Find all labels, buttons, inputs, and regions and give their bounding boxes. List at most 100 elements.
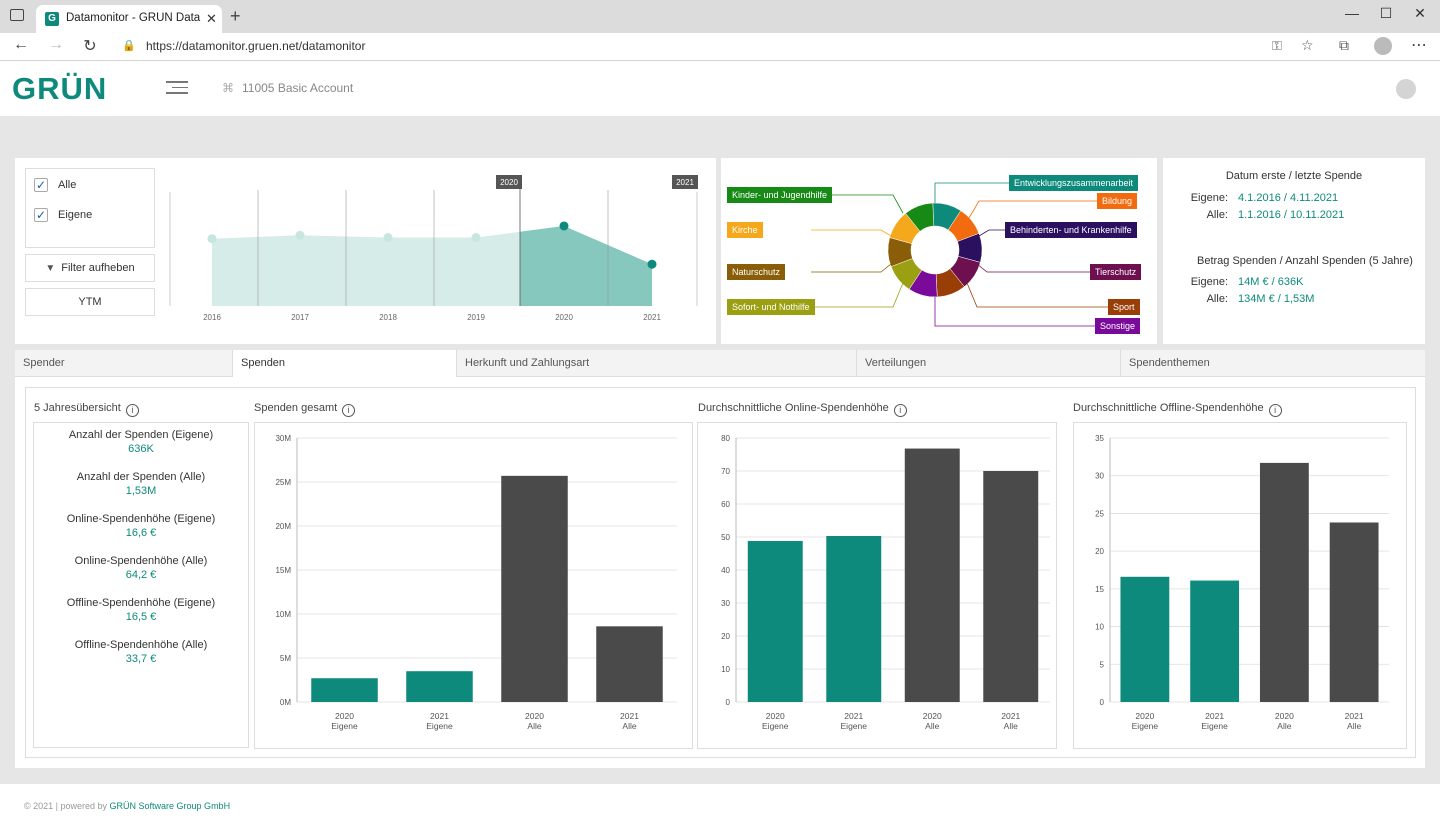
label-behinderten[interactable]: Behinderten- und Krankenhilfe — [1005, 222, 1137, 238]
donut-leader-line — [968, 200, 1097, 219]
hamburger-menu-icon[interactable] — [166, 81, 188, 95]
maximize-icon[interactable]: ☐ — [1379, 5, 1393, 21]
y-tick-label: 30M — [275, 434, 291, 443]
bar-chart-total[interactable]: 0M5M10M15M20M25M30M2020Eigene2021Eigene2… — [254, 422, 693, 749]
tab-herkunft[interactable]: Herkunft und Zahlungsart — [457, 350, 857, 377]
bar-chart-offline[interactable]: 051015202530352020Eigene2021Eigene2020Al… — [1073, 422, 1407, 749]
label-sport[interactable]: Sport — [1108, 299, 1140, 315]
minimize-icon[interactable]: — — [1345, 5, 1359, 21]
logo[interactable]: GRÜN — [12, 71, 108, 106]
x-tick-label: Eigene — [331, 721, 358, 731]
close-window-icon[interactable]: ✕ — [1414, 5, 1426, 21]
x-tick-label: 2020 — [766, 711, 785, 721]
forward-icon[interactable]: → — [48, 36, 64, 53]
timeline-year-label: 2019 — [467, 313, 485, 322]
topics-donut-chart[interactable] — [721, 158, 1157, 344]
collections-icon[interactable]: ⧉ — [1339, 37, 1349, 53]
amount-value-eigene: 14M € / 636K — [1238, 276, 1304, 288]
y-tick-label: 15M — [275, 566, 291, 575]
label-sofort[interactable]: Sofort- und Nothilfe — [727, 299, 815, 315]
range-flag-start-label: 2020 — [500, 178, 518, 187]
x-tick-label: Alle — [1277, 721, 1291, 731]
y-tick-label: 0 — [1100, 698, 1105, 707]
y-tick-label: 5M — [280, 654, 291, 663]
info-icon[interactable]: i — [1268, 404, 1282, 417]
checkbox-alle[interactable]: ✓ — [34, 178, 48, 192]
favorite-star-icon[interactable]: ☆ — [1301, 37, 1314, 53]
key-icon[interactable]: ⚿ — [1272, 38, 1282, 53]
bar-chart-online[interactable]: 010203040506070802020Eigene2021Eigene202… — [697, 422, 1057, 749]
label-sonstige[interactable]: Sonstige — [1095, 318, 1141, 334]
timeline-chart[interactable]: 2016 2017 2018 2019 2020 2021 2020 2021 — [162, 170, 710, 330]
tab-spender[interactable]: Spender — [15, 350, 233, 377]
overview-title-text: 5 Jahresübersicht — [34, 402, 121, 414]
x-tick-label: 2021 — [1001, 711, 1020, 721]
timeline-point — [471, 233, 481, 243]
reload-icon[interactable]: ↻ — [83, 38, 97, 55]
new-tab-icon[interactable]: + — [230, 6, 241, 26]
y-tick-label: 10 — [1095, 623, 1104, 632]
range-flag-end — [672, 175, 698, 189]
tab-spendenthemen[interactable]: Spendenthemen — [1129, 357, 1210, 369]
checkbox-eigene[interactable]: ✓ — [34, 208, 48, 222]
ytm-button[interactable]: YTM — [25, 288, 155, 316]
info-icon[interactable]: i — [893, 404, 907, 417]
bar — [406, 671, 473, 702]
x-tick-label: Eigene — [426, 721, 453, 731]
tab-spenden[interactable]: Spenden — [233, 350, 457, 377]
y-tick-label: 80 — [721, 434, 730, 443]
footer-company-link[interactable]: GRÜN Software Group GmbH — [109, 801, 231, 811]
chart-title-offline: Durchschnittliche Offline-Spendenhöhe i — [1073, 402, 1282, 417]
y-tick-label: 20M — [275, 522, 291, 531]
user-avatar-icon[interactable] — [1396, 79, 1416, 99]
y-tick-label: 10 — [721, 665, 730, 674]
y-tick-label: 20 — [721, 632, 730, 641]
chart-title-total: Spenden gesamt i — [254, 402, 356, 417]
label-naturschutz[interactable]: Naturschutz — [727, 264, 786, 280]
address-bar: ← → ↻ 🔒 https://datamonitor.gruen.net/da… — [0, 33, 1440, 61]
browser-tab-bar: G Datamonitor - GRÜN Data Monit ✕ + — ☐ … — [0, 0, 1440, 33]
donut-leader-line — [978, 229, 1005, 237]
x-tick-label: Alle — [622, 721, 636, 731]
timeline-point — [383, 233, 393, 243]
range-flag-end-label: 2021 — [676, 178, 694, 187]
tab-title: Datamonitor - GRÜN Data Monit — [66, 12, 204, 24]
x-tick-label: 2021 — [1205, 711, 1224, 721]
profile-icon[interactable] — [1374, 37, 1392, 55]
stat-value: 16,6 € — [125, 527, 157, 539]
info-icon[interactable]: i — [125, 404, 139, 417]
back-icon[interactable]: ← — [13, 36, 29, 53]
donut-leader-line — [934, 182, 1009, 203]
donut-leader-line — [811, 229, 892, 237]
x-tick-label: Alle — [925, 721, 939, 731]
label-tierschutz[interactable]: Tierschutz — [1090, 264, 1142, 280]
bar — [1120, 576, 1170, 702]
x-tick-label: 2020 — [923, 711, 942, 721]
x-tick-label: Eigene — [1201, 721, 1228, 731]
more-menu-icon[interactable]: ⋯ — [1411, 37, 1427, 54]
label-kinder[interactable]: Kinder- und Jugendhilfe — [727, 187, 833, 203]
clear-filter-button[interactable]: ▼ Filter aufheben — [25, 254, 155, 282]
y-tick-label: 30 — [721, 599, 730, 608]
y-tick-label: 0M — [280, 698, 291, 707]
label-kirche[interactable]: Kirche — [727, 222, 763, 238]
label-bildung[interactable]: Bildung — [1097, 193, 1138, 209]
amount-value-alle: 134M € / 1,53M — [1238, 293, 1315, 305]
url-field[interactable]: https://datamonitor.gruen.net/datamonito… — [146, 39, 366, 53]
browser-tab[interactable]: G Datamonitor - GRÜN Data Monit ✕ — [36, 5, 222, 33]
tab-actions-icon[interactable] — [10, 9, 24, 21]
x-tick-label: 2020 — [1135, 711, 1154, 721]
account-selector[interactable]: ⌘ 11005 Basic Account — [222, 81, 353, 95]
timeline-point — [559, 221, 569, 231]
app-header: GRÜN ⌘ 11005 Basic Account — [0, 61, 1440, 116]
label-entwicklung[interactable]: Entwicklungszusammenarbeit — [1009, 175, 1139, 191]
close-tab-icon[interactable]: ✕ — [206, 11, 217, 26]
tab-verteilungen[interactable]: Verteilungen — [857, 350, 1121, 377]
bar — [311, 678, 378, 702]
lock-icon[interactable]: 🔒 — [122, 40, 136, 52]
timeline-point — [295, 230, 305, 240]
info-icon[interactable]: i — [342, 404, 356, 417]
stat-label: Online-Spendenhöhe (Eigene) — [66, 513, 216, 525]
summary-card: Datum erste / letzte Spende Eigene: 4.1.… — [1163, 158, 1425, 344]
timeline-year-label: 2017 — [291, 313, 309, 322]
